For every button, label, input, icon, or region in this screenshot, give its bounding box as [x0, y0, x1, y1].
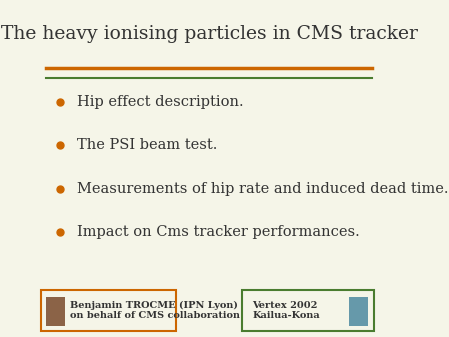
Text: The heavy ionising particles in CMS tracker: The heavy ionising particles in CMS trac…	[0, 25, 418, 43]
FancyBboxPatch shape	[41, 290, 176, 331]
Text: Vertex 2002
Kailua-Kona: Vertex 2002 Kailua-Kona	[252, 301, 320, 320]
FancyBboxPatch shape	[242, 290, 374, 331]
FancyBboxPatch shape	[349, 297, 369, 326]
Text: Hip effect description.: Hip effect description.	[77, 95, 244, 109]
Text: Benjamin TROCME (IPN Lyon)
on behalf of CMS collaboration: Benjamin TROCME (IPN Lyon) on behalf of …	[70, 301, 240, 320]
Text: The PSI beam test.: The PSI beam test.	[77, 138, 218, 152]
FancyBboxPatch shape	[46, 297, 65, 326]
Text: Measurements of hip rate and induced dead time.: Measurements of hip rate and induced dea…	[77, 182, 449, 195]
Text: Impact on Cms tracker performances.: Impact on Cms tracker performances.	[77, 225, 360, 239]
